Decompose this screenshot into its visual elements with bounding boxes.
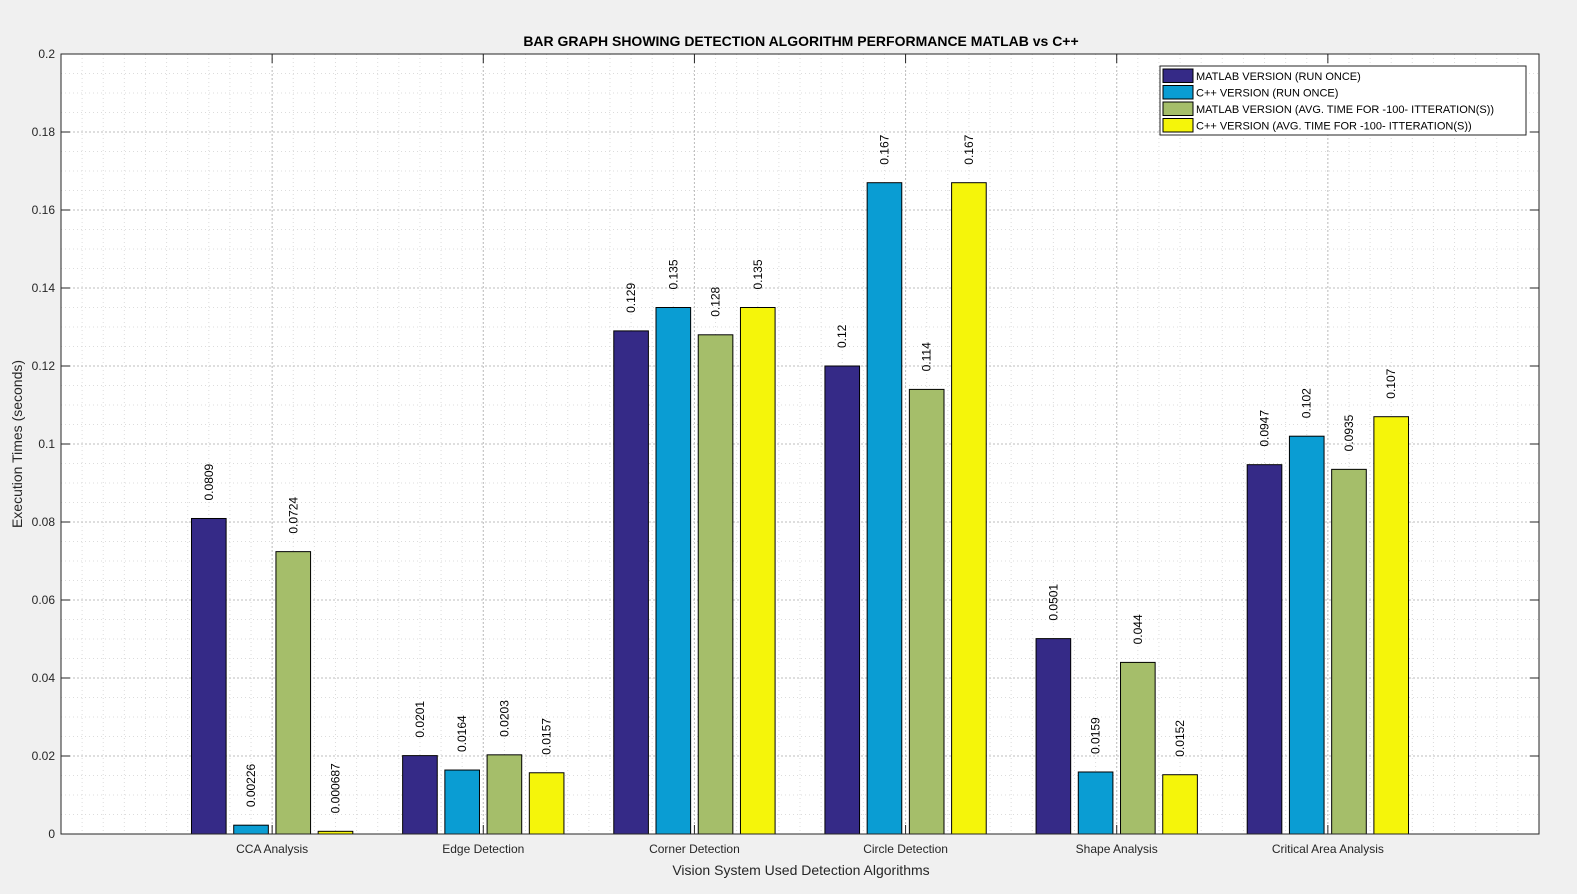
y-axis-label: Execution Times (seconds)	[9, 360, 25, 528]
bar	[1162, 774, 1198, 835]
bar	[1331, 468, 1367, 835]
bar	[1120, 661, 1156, 835]
bar-value-label: 0.0501	[1046, 584, 1060, 621]
bar-value-label: 0.0164	[455, 715, 469, 752]
bar-value-label: 0.128	[709, 286, 723, 316]
legend-swatch	[1162, 101, 1194, 116]
data-labels: 0.0809 0.0201 0.129 0.12 0.0501 0.0947 0.00226…	[202, 134, 1398, 813]
x-axis-label: Vision System Used Detection Algorithms	[672, 862, 929, 878]
x-tick-label: CCA Analysis	[236, 842, 308, 856]
chart-title: BAR GRAPH SHOWING DETECTION ALGORITHM PE…	[523, 33, 1078, 49]
y-tick-label: 0.02	[32, 749, 56, 763]
legend-entry-label: MATLAB VERSION (AVG. TIME FOR -100- ITTE…	[1196, 104, 1494, 116]
bar	[1288, 435, 1325, 835]
bar-value-label: 0.00226	[244, 763, 258, 807]
x-tick-label: Shape Analysis	[1076, 842, 1158, 856]
legend-swatch	[1162, 118, 1194, 133]
bar	[866, 182, 903, 835]
bar	[1077, 771, 1114, 835]
y-axis-tick-labels: 0 0.02 0.04 0.06 0.08 0.1 0.12 0.14 0.16 0.18 0.2	[32, 47, 56, 841]
bar-value-label: 0.0159	[1089, 717, 1103, 754]
bar	[528, 772, 565, 835]
major-grid	[61, 53, 1539, 835]
x-axis-tick-labels: CCA Analysis Edge Detection Corner Detecti…	[236, 842, 1384, 856]
y-tick-label: 0.04	[32, 671, 56, 685]
bar	[275, 551, 312, 835]
bar-value-label: 0.0809	[202, 463, 216, 500]
bar-value-label: 0.167	[877, 134, 891, 164]
bar-value-label: 0.0152	[1173, 720, 1187, 757]
y-tick-label: 0.08	[32, 515, 56, 529]
bar	[697, 334, 734, 835]
x-tick-label: Critical Area Analysis	[1272, 842, 1384, 856]
bar	[951, 182, 987, 835]
bar-value-label: 0.0201	[413, 701, 427, 738]
bar	[190, 517, 227, 835]
x-tick-label: Corner Detection	[649, 842, 740, 856]
x-tick-label: Edge Detection	[442, 842, 524, 856]
legend-box	[1159, 65, 1527, 136]
bar	[824, 365, 861, 835]
bar	[1035, 638, 1072, 835]
y-tick-label: 0.16	[32, 203, 56, 217]
bar-value-label: 0.0203	[497, 700, 511, 737]
y-tick-label: 0.2	[38, 47, 55, 61]
bar-value-label: 0.0935	[1342, 414, 1356, 451]
bar-value-label: 0.135	[666, 259, 680, 289]
bar	[655, 307, 692, 835]
bar-series-group	[190, 182, 1410, 835]
bar	[908, 388, 945, 835]
bar	[486, 754, 523, 835]
y-tick-label: 0.1	[38, 437, 55, 451]
x-tick-label: Circle Detection	[863, 842, 948, 856]
bar-value-label: 0.0724	[286, 497, 300, 534]
bar	[1373, 416, 1410, 835]
axis-ticks	[61, 53, 1539, 835]
bar-value-label: 0.114	[920, 342, 934, 371]
bar	[444, 769, 480, 835]
bar-value-label: 0.000687	[328, 763, 342, 813]
y-tick-label: 0.12	[32, 359, 56, 373]
bar	[1246, 464, 1283, 835]
legend-swatch	[1162, 85, 1194, 100]
bar-value-label: 0.107	[1384, 368, 1398, 398]
bar-value-label: 0.135	[751, 259, 765, 289]
legend-entry-label: C++ VERSION (RUN ONCE)	[1196, 88, 1338, 100]
y-tick-label: 0.14	[32, 281, 56, 295]
legend-entry-label: MATLAB VERSION (RUN ONCE)	[1196, 71, 1361, 83]
bar-value-label: 0.12	[835, 324, 849, 348]
bar	[739, 307, 776, 835]
bar	[233, 824, 269, 835]
bar-value-label: 0.0947	[1258, 410, 1272, 447]
y-tick-label: 0	[48, 827, 55, 841]
legend-swatch	[1162, 68, 1194, 83]
bar-value-label: 0.129	[624, 283, 638, 313]
bar	[402, 755, 438, 835]
legend: MATLAB VERSION (RUN ONCE) C++ VERSION (RU…	[1159, 65, 1527, 136]
legend-entry-label: C++ VERSION (AVG. TIME FOR -100- ITTERAT…	[1196, 121, 1472, 133]
y-tick-label: 0.06	[32, 593, 56, 607]
bar-value-label: 0.0157	[540, 718, 554, 755]
bar-value-label: 0.044	[1131, 614, 1145, 644]
bar-value-label: 0.167	[962, 134, 976, 164]
bar-value-label: 0.102	[1300, 388, 1314, 418]
y-tick-label: 0.18	[32, 125, 56, 139]
bar	[613, 330, 649, 835]
